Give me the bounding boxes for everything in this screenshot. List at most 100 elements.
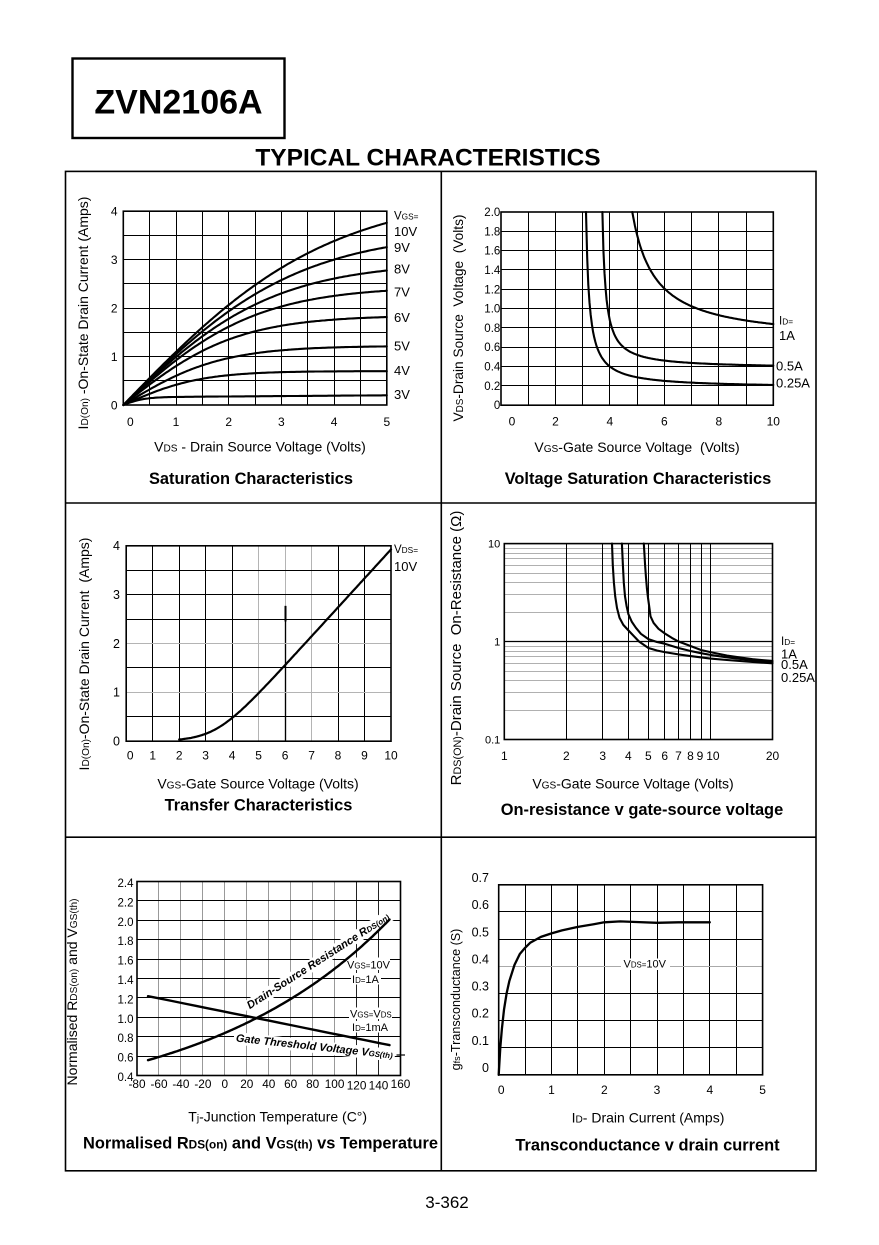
svg-text:ZVN2106A: ZVN2106A <box>94 84 262 122</box>
svg-text:2: 2 <box>176 749 183 763</box>
svg-text:4: 4 <box>111 205 118 219</box>
svg-text:ID=​: ID=​ <box>779 316 793 328</box>
svg-text:7V: 7V <box>394 285 410 300</box>
svg-text:Voltage Saturation Characteris: Voltage Saturation Characteristics <box>505 470 772 488</box>
svg-text:160: 160 <box>391 1077 411 1091</box>
svg-text:ID=​1mA: ID=​1mA <box>352 1022 389 1034</box>
svg-text:60: 60 <box>284 1077 298 1091</box>
svg-text:6: 6 <box>661 415 668 429</box>
svg-text:Transfer Characteristics: Transfer Characteristics <box>165 797 353 815</box>
svg-text:0.1: 0.1 <box>472 1034 489 1048</box>
svg-text:7: 7 <box>308 749 315 763</box>
svg-text:1.8: 1.8 <box>118 936 134 948</box>
svg-text:VGS​-Gate Source Voltage (Volt: VGS​-Gate Source Voltage (Volts) <box>157 776 358 792</box>
svg-text:8: 8 <box>687 749 694 763</box>
svg-text:On-resistance v gate-source vo: On-resistance v gate-source voltage <box>501 801 783 819</box>
svg-text:4V: 4V <box>394 363 410 378</box>
svg-text:1: 1 <box>113 686 120 700</box>
svg-text:3: 3 <box>599 749 606 763</box>
svg-text:1A: 1A <box>781 647 797 662</box>
svg-text:2.0: 2.0 <box>484 207 500 219</box>
svg-text:2: 2 <box>225 415 232 429</box>
svg-text:120: 120 <box>347 1079 367 1093</box>
svg-text:20: 20 <box>766 749 780 763</box>
svg-text:5V: 5V <box>394 339 410 354</box>
svg-text:1: 1 <box>111 350 118 364</box>
svg-text:2.4: 2.4 <box>118 878 135 890</box>
svg-text:VDS​ - Drain Source Voltage (V: VDS​ - Drain Source Voltage (Volts) <box>154 439 366 455</box>
svg-text:0.6: 0.6 <box>484 342 500 354</box>
svg-text:5: 5 <box>383 415 390 429</box>
svg-text:VDS=​: VDS=​ <box>394 544 418 556</box>
svg-text:10: 10 <box>767 415 781 429</box>
svg-text:0: 0 <box>111 398 118 412</box>
svg-text:0.5: 0.5 <box>472 925 489 939</box>
svg-text:TYPICAL CHARACTERISTICS: TYPICAL CHARACTERISTICS <box>255 145 600 172</box>
svg-text:3: 3 <box>202 749 209 763</box>
svg-text:2: 2 <box>552 415 559 429</box>
svg-text:0.1: 0.1 <box>485 735 500 747</box>
svg-text:0.6: 0.6 <box>472 898 489 912</box>
svg-text:-60: -60 <box>150 1077 167 1091</box>
svg-text:1: 1 <box>149 749 156 763</box>
svg-text:80: 80 <box>306 1077 320 1091</box>
svg-text:3-362: 3-362 <box>425 1193 468 1212</box>
svg-text:0.8: 0.8 <box>118 1033 134 1045</box>
svg-text:0.2: 0.2 <box>472 1007 489 1021</box>
svg-text:3: 3 <box>654 1083 661 1097</box>
svg-text:VGS=​10V: VGS=​10V <box>347 960 391 972</box>
svg-text:5: 5 <box>645 749 652 763</box>
svg-text:0.3: 0.3 <box>472 980 489 994</box>
svg-text:4: 4 <box>625 749 632 763</box>
svg-text:1.2: 1.2 <box>484 284 500 296</box>
svg-text:0.7: 0.7 <box>472 871 489 885</box>
svg-text:3: 3 <box>111 253 118 267</box>
svg-text:gfs​-Transconductance (S): gfs​-Transconductance (S) <box>449 929 463 1071</box>
svg-text:0: 0 <box>113 735 120 749</box>
svg-text:9: 9 <box>697 749 704 763</box>
svg-text:0: 0 <box>494 400 500 412</box>
svg-text:VGS​-Gate Source Voltage (Volt: VGS​-Gate Source Voltage (Volts) <box>532 776 733 792</box>
svg-text:0: 0 <box>127 415 134 429</box>
svg-text:1: 1 <box>501 749 508 763</box>
svg-text:ID=​: ID=​ <box>781 636 795 648</box>
svg-text:5: 5 <box>759 1083 766 1097</box>
svg-text:-40: -40 <box>172 1077 189 1091</box>
svg-text:0.25A: 0.25A <box>776 376 810 391</box>
svg-text:1.0: 1.0 <box>118 1014 134 1026</box>
svg-text:6: 6 <box>661 749 668 763</box>
svg-text:VGS​-Gate Source Voltage (Vol: VGS​-Gate Source Voltage (Volts) <box>534 439 739 455</box>
svg-text:3: 3 <box>278 415 285 429</box>
svg-text:VDS=​10V: VDS=​10V <box>624 959 667 971</box>
svg-text:0: 0 <box>482 1061 489 1075</box>
svg-text:0.25A: 0.25A <box>781 670 815 685</box>
svg-text:1.4: 1.4 <box>118 975 135 987</box>
svg-text:Saturation Characteristics: Saturation Characteristics <box>149 470 353 488</box>
svg-text:0.2: 0.2 <box>484 381 500 393</box>
svg-text:4: 4 <box>607 415 614 429</box>
svg-text:2.0: 2.0 <box>118 917 134 929</box>
svg-text:1A: 1A <box>779 328 795 343</box>
svg-text:0.8: 0.8 <box>484 323 500 335</box>
svg-text:4: 4 <box>706 1083 713 1097</box>
svg-text:1: 1 <box>548 1083 555 1097</box>
svg-text:Transconductance v drain curre: Transconductance v drain current <box>515 1137 780 1155</box>
svg-text:-20: -20 <box>194 1077 211 1091</box>
svg-text:9V: 9V <box>394 240 410 255</box>
svg-text:1: 1 <box>173 415 180 429</box>
svg-text:Normalised RDS(on)​ and VGS(th: Normalised RDS(on)​ and VGS(th)​ vs Temp… <box>83 1135 438 1153</box>
svg-text:Tj​-Junction Temperature (C°): Tj​-Junction Temperature (C°) <box>188 1109 367 1125</box>
svg-text:10: 10 <box>384 749 398 763</box>
svg-text:2: 2 <box>601 1083 608 1097</box>
svg-text:2: 2 <box>113 637 120 651</box>
svg-text:ID​- Drain Current (Amps): ID​- Drain Current (Amps) <box>572 1110 725 1126</box>
svg-text:0.5A: 0.5A <box>781 657 808 672</box>
svg-text:40: 40 <box>262 1077 276 1091</box>
svg-text:0.4: 0.4 <box>472 952 489 966</box>
svg-text:7: 7 <box>675 749 682 763</box>
svg-text:2: 2 <box>563 749 570 763</box>
svg-text:0: 0 <box>222 1077 229 1091</box>
svg-text:1.6: 1.6 <box>118 956 134 968</box>
svg-text:8: 8 <box>715 415 722 429</box>
svg-text:1.6: 1.6 <box>484 246 500 258</box>
